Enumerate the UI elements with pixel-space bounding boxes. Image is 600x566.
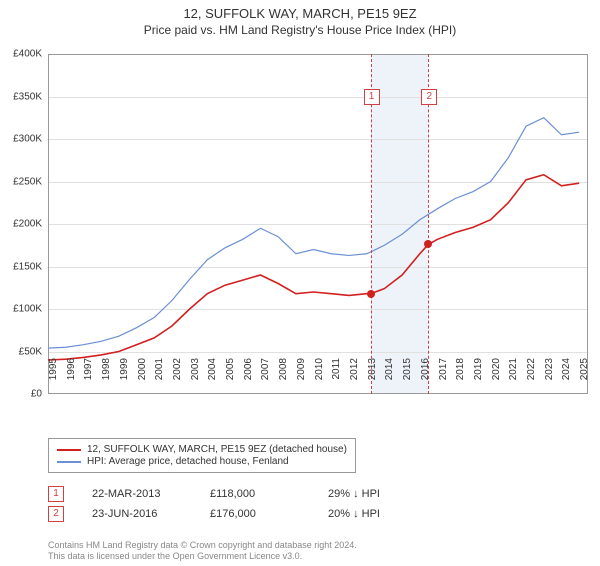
sale-marker-line <box>428 54 429 394</box>
sale-marker-box: 1 <box>364 89 380 105</box>
sales-table: 1 22-MAR-2013 £118,000 29% ↓ HPI 2 23-JU… <box>48 482 418 526</box>
footer: Contains HM Land Registry data © Crown c… <box>48 540 357 562</box>
x-axis-label: 2006 <box>243 358 254 398</box>
y-axis-label: £250K <box>13 176 42 187</box>
x-axis-label: 2019 <box>473 358 484 398</box>
x-axis-label: 2008 <box>278 358 289 398</box>
x-axis-label: 2002 <box>172 358 183 398</box>
x-axis-label: 2001 <box>154 358 165 398</box>
sale-date: 22-MAR-2013 <box>92 488 182 500</box>
sale-marker-badge: 1 <box>48 486 64 502</box>
x-axis-label: 2011 <box>331 358 342 398</box>
chart-container: 12, SUFFOLK WAY, MARCH, PE15 9EZ Price p… <box>0 6 600 566</box>
y-axis-label: £200K <box>13 219 42 230</box>
sale-marker-box: 2 <box>421 89 437 105</box>
legend-swatch-hpi <box>57 461 81 463</box>
sale-point <box>367 290 375 298</box>
x-axis-label: 2021 <box>508 358 519 398</box>
x-axis-label: 2004 <box>207 358 218 398</box>
x-axis-label: 1997 <box>83 358 94 398</box>
x-axis-label: 2023 <box>544 358 555 398</box>
footer-line: This data is licensed under the Open Gov… <box>48 551 357 562</box>
chart-area: 12 £0£50K£100K£150K£200K£250K£300K£350K£… <box>48 54 588 394</box>
sale-delta: 29% ↓ HPI <box>328 488 418 500</box>
sale-price: £176,000 <box>210 508 300 520</box>
y-axis-label: £0 <box>31 389 42 400</box>
y-axis-label: £50K <box>19 346 42 357</box>
x-axis-label: 1995 <box>48 358 59 398</box>
y-axis-label: £400K <box>13 49 42 60</box>
sale-delta: 20% ↓ HPI <box>328 508 418 520</box>
x-axis-label: 2003 <box>190 358 201 398</box>
y-axis-label: £100K <box>13 304 42 315</box>
y-axis-label: £150K <box>13 261 42 272</box>
y-axis-label: £300K <box>13 134 42 145</box>
chart-subtitle: Price paid vs. HM Land Registry's House … <box>0 23 600 37</box>
sale-marker-line <box>371 54 372 394</box>
y-axis-label: £350K <box>13 91 42 102</box>
x-axis-label: 1998 <box>101 358 112 398</box>
x-axis-label: 2010 <box>314 358 325 398</box>
legend-swatch-property <box>57 449 81 451</box>
sale-point <box>424 240 432 248</box>
x-axis-label: 2005 <box>225 358 236 398</box>
x-axis-label: 1999 <box>119 358 130 398</box>
x-axis-label: 1996 <box>66 358 77 398</box>
chart-lines <box>48 54 588 394</box>
legend-label-property: 12, SUFFOLK WAY, MARCH, PE15 9EZ (detach… <box>87 444 347 455</box>
x-axis-label: 2015 <box>402 358 413 398</box>
x-axis-label: 2009 <box>296 358 307 398</box>
x-axis-label: 2014 <box>384 358 395 398</box>
x-axis-label: 2020 <box>491 358 502 398</box>
x-axis-label: 2017 <box>438 358 449 398</box>
x-axis-label: 2022 <box>526 358 537 398</box>
x-axis-label: 2016 <box>420 358 431 398</box>
footer-line: Contains HM Land Registry data © Crown c… <box>48 540 357 551</box>
x-axis-label: 2013 <box>367 358 378 398</box>
sales-row: 2 23-JUN-2016 £176,000 20% ↓ HPI <box>48 506 418 522</box>
sale-date: 23-JUN-2016 <box>92 508 182 520</box>
legend-row: HPI: Average price, detached house, Fenl… <box>57 456 347 467</box>
legend: 12, SUFFOLK WAY, MARCH, PE15 9EZ (detach… <box>48 438 356 473</box>
legend-row: 12, SUFFOLK WAY, MARCH, PE15 9EZ (detach… <box>57 444 347 455</box>
sale-price: £118,000 <box>210 488 300 500</box>
x-axis-label: 2012 <box>349 358 360 398</box>
x-axis-label: 2018 <box>455 358 466 398</box>
chart-title: 12, SUFFOLK WAY, MARCH, PE15 9EZ <box>0 6 600 21</box>
sales-row: 1 22-MAR-2013 £118,000 29% ↓ HPI <box>48 486 418 502</box>
series-hpi <box>48 118 579 348</box>
x-axis-label: 2024 <box>561 358 572 398</box>
x-axis-label: 2000 <box>137 358 148 398</box>
sale-marker-badge: 2 <box>48 506 64 522</box>
x-axis-label: 2025 <box>579 358 590 398</box>
x-axis-label: 2007 <box>260 358 271 398</box>
legend-label-hpi: HPI: Average price, detached house, Fenl… <box>87 456 289 467</box>
